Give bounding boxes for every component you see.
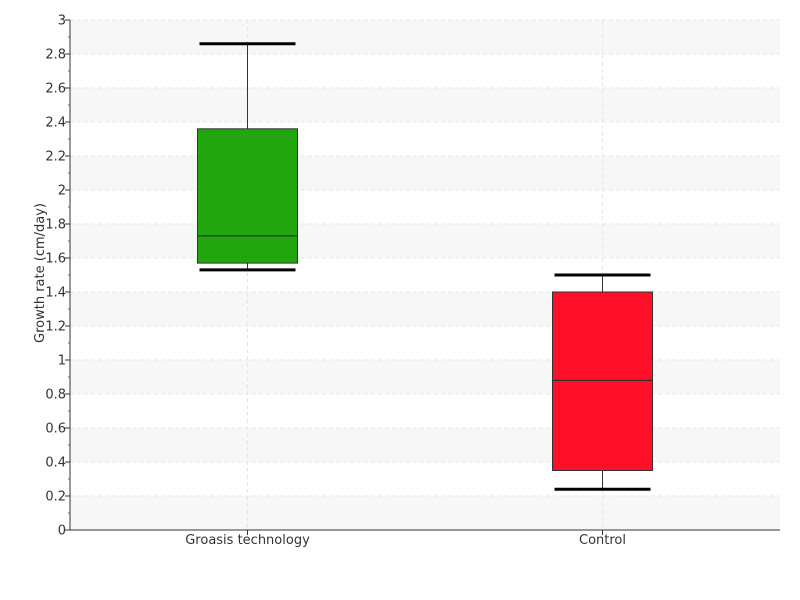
boxes xyxy=(197,42,653,491)
y-tick-label: 0 xyxy=(58,524,66,539)
x-tick-label: Groasis technology xyxy=(185,533,310,548)
background-band xyxy=(70,428,780,462)
y-tick-label: 0.2 xyxy=(45,490,66,505)
background-band xyxy=(70,360,780,394)
y-tick-label: 1.8 xyxy=(45,218,66,233)
background-band xyxy=(70,496,780,530)
y-tick-label: 2 xyxy=(58,184,66,199)
x-tick-label: Control xyxy=(579,533,626,548)
y-tick-label: 2.2 xyxy=(45,150,66,165)
y-tick-label: 0.8 xyxy=(45,388,66,403)
y-tick-label: 1.2 xyxy=(45,320,66,335)
background-band xyxy=(70,224,780,258)
y-axis-ticks: 0 0.2 0.4 0.6 0.8 1 1.2 1.4 1.6 1.8 2 2.2 2.4 2.6 2.8 3 xyxy=(45,14,70,539)
background-band xyxy=(70,292,780,326)
y-axis-label: Growth rate (cm/day) xyxy=(33,203,48,343)
y-tick-label: 1 xyxy=(58,354,66,369)
y-tick-label: 2.4 xyxy=(45,116,66,131)
background-band xyxy=(70,156,780,190)
y-tick-label: 2.8 xyxy=(45,48,66,63)
box-body xyxy=(197,128,298,264)
y-tick-label: 0.4 xyxy=(45,456,66,471)
x-axis-ticks: Groasis technology Control xyxy=(185,530,626,548)
y-tick-label: 1.6 xyxy=(45,252,66,267)
y-tick-label: 1.4 xyxy=(45,286,66,301)
background-band xyxy=(70,20,780,54)
y-tick-label: 3 xyxy=(58,14,66,29)
background-band xyxy=(70,88,780,122)
background-bands xyxy=(70,20,780,530)
y-tick-label: 2.6 xyxy=(45,82,66,97)
box-body xyxy=(552,291,653,471)
y-tick-label: 0.6 xyxy=(45,422,66,437)
